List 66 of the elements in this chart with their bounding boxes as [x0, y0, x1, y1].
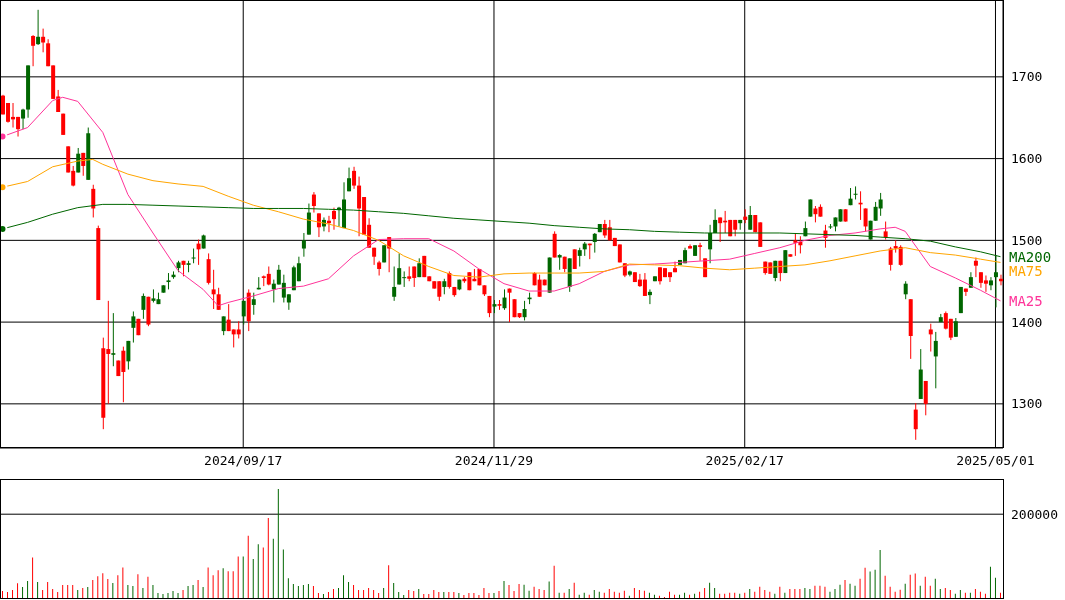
candlestick — [21, 108, 26, 130]
y-tick-label: 1600 — [1011, 151, 1043, 167]
candlestick — [301, 232, 306, 258]
candlestick — [963, 288, 968, 297]
candlestick — [251, 292, 256, 316]
candlestick — [973, 257, 978, 278]
candlestick — [41, 28, 46, 53]
candlestick — [221, 315, 226, 336]
y-tick-label: 1400 — [1011, 314, 1043, 330]
candlestick — [923, 380, 928, 416]
candlestick — [206, 252, 211, 285]
candlestick — [577, 247, 582, 268]
candlestick — [888, 246, 893, 272]
candlestick — [552, 230, 557, 259]
series-label: MA75 — [1009, 262, 1043, 279]
x-tick-label: 2025/02/17 — [705, 453, 784, 469]
series-label: MA25 — [1009, 292, 1043, 309]
candlestick — [898, 244, 903, 267]
candlestick — [928, 323, 933, 353]
candlestick — [522, 300, 527, 321]
candlestick — [713, 208, 718, 234]
candlestick — [642, 272, 647, 297]
candlestick — [592, 232, 597, 254]
candlestick — [141, 292, 146, 320]
candlestick — [266, 266, 271, 286]
y-tick-label: 1300 — [1011, 396, 1043, 412]
y-tick-label: 1700 — [1011, 69, 1043, 85]
candlestick — [311, 191, 316, 214]
candlestick — [352, 166, 357, 190]
y-tick-label: 1500 — [1011, 232, 1043, 248]
candlestick — [211, 269, 216, 310]
candlestick — [36, 9, 41, 46]
series-label: MA200 — [1009, 248, 1052, 265]
candlestick — [216, 287, 221, 311]
candlestick — [913, 402, 918, 441]
x-tick-label: 2024/09/17 — [204, 453, 283, 469]
candlestick — [647, 288, 652, 305]
candlestick — [357, 176, 362, 237]
candlestick — [933, 331, 938, 389]
x-tick-label: 2024/11/29 — [454, 453, 534, 469]
candlestick — [392, 266, 397, 302]
candlestick — [748, 205, 753, 231]
candlestick — [377, 260, 382, 276]
candlestick — [953, 317, 958, 338]
x-tick-label: 2025/05/01 — [956, 453, 1035, 469]
candlestick — [31, 34, 36, 67]
candlestick — [698, 242, 703, 262]
candlestick — [718, 216, 723, 243]
candlestick — [131, 310, 136, 344]
candlestick — [502, 288, 507, 311]
candlestick — [507, 288, 512, 323]
y-tick-label: 200000 — [1011, 506, 1058, 522]
candlestick — [111, 312, 116, 367]
candlestick — [983, 275, 988, 293]
candlestick — [372, 247, 377, 266]
candlestick — [331, 207, 336, 231]
candlestick — [878, 192, 883, 217]
candlestick — [863, 207, 868, 232]
candlestick — [688, 243, 693, 250]
candlestick — [91, 184, 96, 218]
candlestick — [853, 185, 858, 200]
candlestick — [126, 340, 131, 371]
candlestick — [397, 252, 402, 285]
candlestick — [572, 248, 577, 270]
candlestick — [793, 232, 798, 257]
candlestick — [988, 276, 993, 291]
